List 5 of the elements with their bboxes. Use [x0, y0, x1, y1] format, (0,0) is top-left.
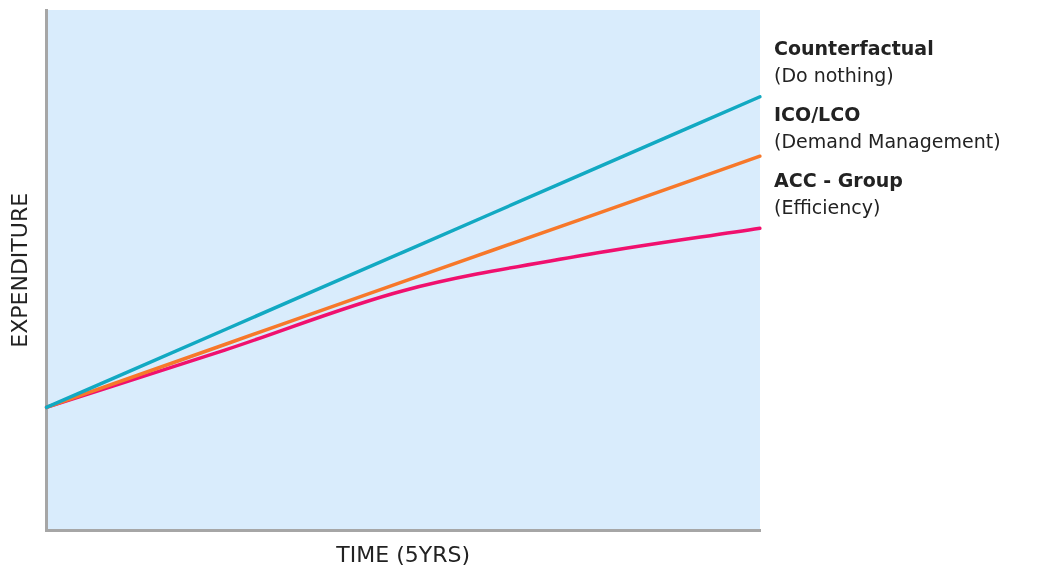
series-label: Counterfactual (Do nothing) — [774, 37, 934, 87]
series-label: ACC - Group (Efficiency) — [774, 169, 903, 219]
series-label: ICO/LCO (Demand Management) — [774, 103, 1001, 153]
x-axis-title: TIME (5YRS) — [335, 541, 471, 567]
y-axis-title: EXPENDITURE — [6, 192, 32, 348]
